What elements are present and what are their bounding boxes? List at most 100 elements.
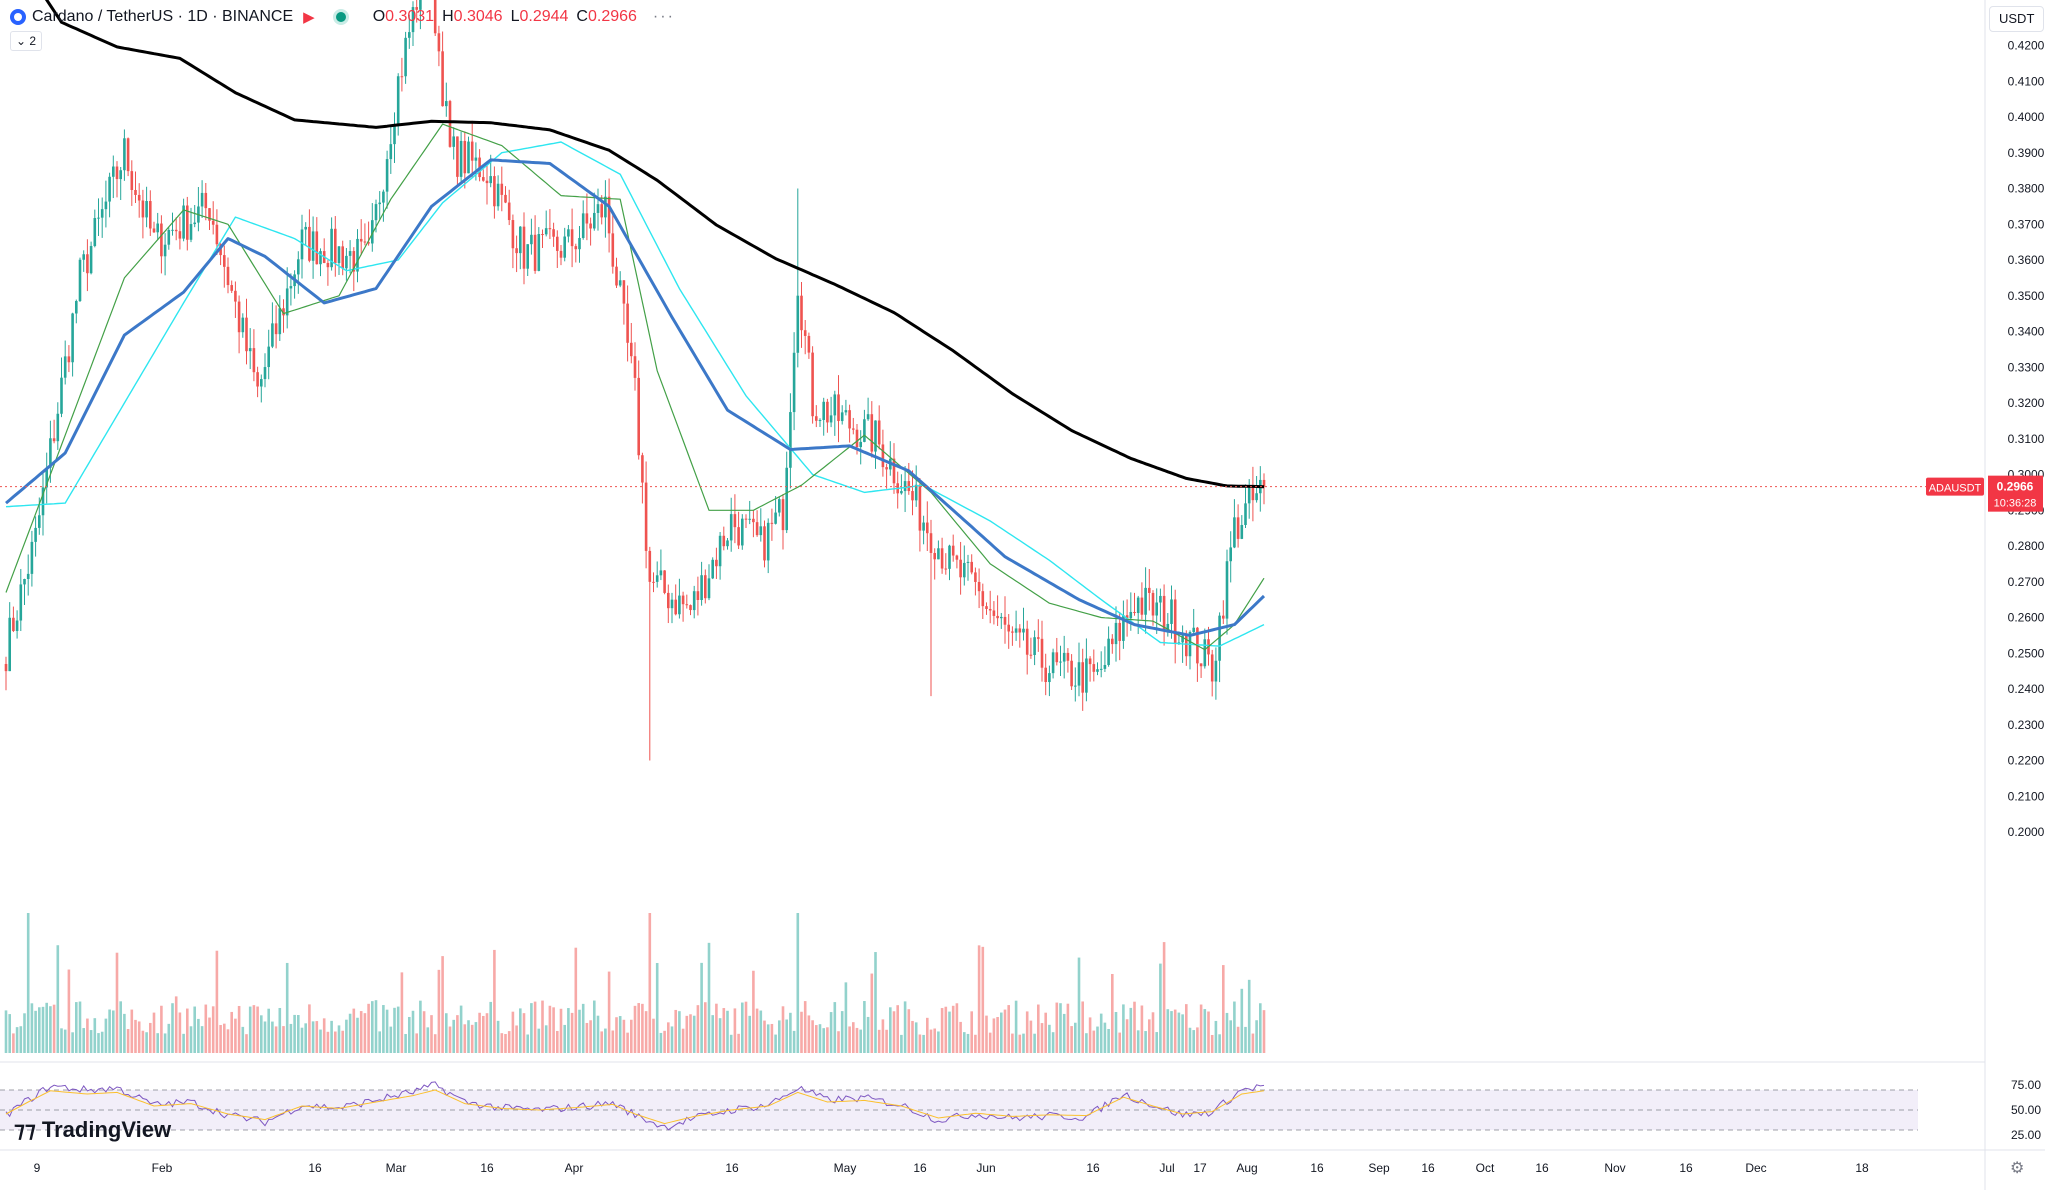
volume-bar (907, 1009, 911, 1053)
candle-body (359, 238, 363, 242)
volume-bar (711, 1015, 714, 1053)
volume-bar (419, 1000, 422, 1053)
volume-bar (1103, 1022, 1107, 1053)
volume-bar (781, 1006, 785, 1053)
volume-bar (297, 1015, 300, 1053)
candle-body (1203, 639, 1207, 667)
volume-bar (359, 1011, 363, 1053)
candle-body (319, 251, 322, 265)
y-tick-label: 0.3200 (2008, 396, 2045, 410)
volume-bar (1222, 965, 1225, 1053)
close-label: C (576, 8, 588, 25)
candle-body (352, 251, 356, 272)
candle-body (729, 514, 733, 541)
candle-body (130, 171, 134, 190)
tradingview-logo[interactable]: ⁊⁊ TradingView (14, 1117, 171, 1143)
volume-bar (615, 1017, 618, 1053)
candle-body (448, 101, 452, 147)
volume-bar (411, 1010, 415, 1053)
candle-body (1210, 654, 1214, 682)
candle-body (789, 412, 792, 468)
candle-body (1151, 592, 1155, 616)
candle-body (855, 429, 859, 448)
volume-bar (256, 1006, 259, 1053)
volume-bar (137, 1021, 141, 1053)
candle-body (49, 438, 52, 468)
candle-body (600, 204, 603, 218)
volume-bar (896, 1005, 899, 1053)
x-tick-label: 16 (1535, 1161, 1549, 1175)
volume-bar (145, 1032, 148, 1053)
more-options-icon[interactable]: ··· (652, 8, 675, 25)
volume-bar (1207, 1011, 1210, 1053)
settings-gear-icon[interactable]: ⚙ (2010, 1160, 2025, 1177)
candle-body (933, 552, 936, 560)
volume-bar (885, 1029, 888, 1053)
volume-bar (38, 1007, 41, 1053)
symbol-title[interactable]: Cardano / TetherUS · 1D · BINANCE (32, 8, 294, 25)
volume-bar (859, 1029, 862, 1053)
volume-bar (174, 996, 178, 1053)
candle-body (700, 575, 703, 601)
candle-body (193, 222, 196, 225)
volume-bar (34, 1010, 37, 1053)
candle-body (215, 224, 219, 245)
candle-body (711, 559, 714, 579)
volume-bar (607, 971, 611, 1053)
volume-bar (396, 1006, 400, 1053)
candle-body (1007, 624, 1010, 632)
candle-body (533, 234, 537, 271)
flag-icon[interactable]: ▶ (303, 9, 315, 26)
volume-bar (567, 1008, 570, 1053)
volume-bar (748, 1015, 751, 1053)
volume-bar (219, 1025, 222, 1053)
indicators-collapse-button[interactable]: ⌄ 2 (10, 31, 43, 51)
volume-bar (1048, 1024, 1051, 1053)
candle-body (922, 522, 925, 531)
x-tick-label: Dec (1745, 1161, 1766, 1175)
volume-bar (648, 913, 652, 1053)
volume-bar (119, 1001, 122, 1053)
candle-body (1162, 595, 1166, 631)
candle-body (278, 308, 282, 335)
volume-bar (704, 1002, 707, 1053)
candle-body (1062, 652, 1066, 662)
volume-bar (689, 1014, 692, 1053)
candle-body (829, 415, 833, 423)
volume-bar (60, 1028, 63, 1053)
volume-bar (667, 1022, 670, 1053)
candle-body (977, 581, 981, 592)
volume-bar (352, 1008, 356, 1053)
candle-body (4, 663, 8, 672)
volume-bar (1129, 1007, 1133, 1053)
candle-body (696, 591, 700, 601)
candle-body (363, 241, 367, 243)
currency-button[interactable]: USDT (1989, 6, 2045, 32)
candle-body (393, 124, 396, 145)
x-tick-label: 16 (1679, 1161, 1693, 1175)
tradingview-icon: ⁊⁊ (14, 1117, 36, 1142)
candle-body (12, 617, 15, 632)
volume-bar (1081, 1001, 1084, 1053)
candle-body (655, 575, 659, 582)
candle-body (741, 518, 744, 546)
candle-body (937, 548, 940, 560)
volume-bar (1111, 973, 1114, 1053)
volume-bar (581, 1003, 585, 1053)
candle-body (981, 591, 985, 607)
volume-bar (1037, 1004, 1040, 1053)
candle-body (974, 572, 977, 582)
candle-body (778, 499, 781, 513)
candle-body (859, 441, 862, 448)
volume-bar (981, 946, 985, 1053)
volume-bar (1210, 1034, 1214, 1053)
candle-body (234, 290, 237, 302)
x-tick-label: 16 (1421, 1161, 1435, 1175)
volume-bar (1025, 1011, 1029, 1053)
volume-bar (988, 1032, 992, 1053)
volume-bar (815, 1025, 818, 1053)
candle-body (271, 323, 274, 347)
volume-bar (1003, 1009, 1007, 1053)
candle-body (644, 482, 648, 551)
